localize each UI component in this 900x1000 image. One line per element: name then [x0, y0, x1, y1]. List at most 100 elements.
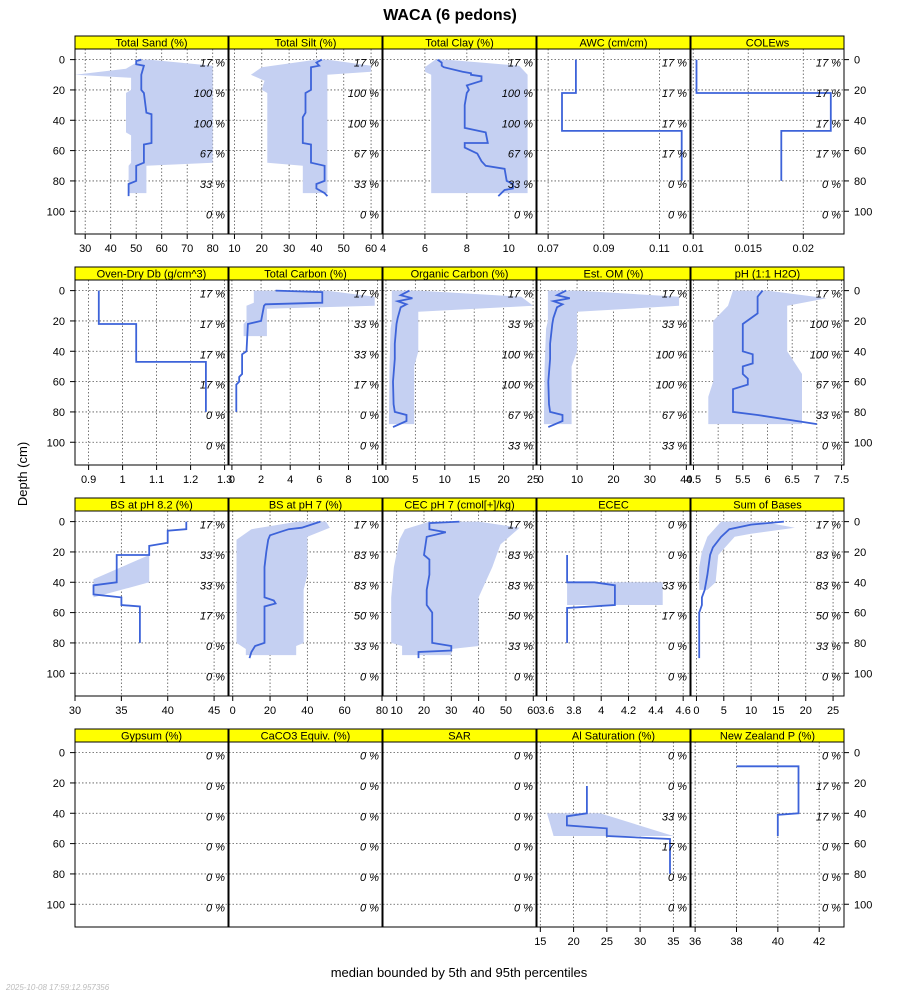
data-coverage-label: 17 % — [662, 58, 687, 70]
data-coverage-label: 83 % — [816, 580, 841, 592]
y-tick-label: 60 — [854, 377, 866, 389]
panel: ECEC 0 % 0 % 33 % 17 % 0 % 0 % 3.6 3.8 4 4.2 4.4 4.6 — [536, 497, 691, 717]
data-coverage-label: 17 % — [200, 319, 225, 331]
data-coverage-label: 17 % — [354, 58, 379, 70]
x-tick-label: 35 — [115, 705, 127, 717]
data-coverage-label: 33 % — [508, 179, 533, 191]
data-coverage-label: 17 % — [200, 520, 225, 532]
data-coverage-label: 0 % — [514, 751, 533, 763]
panel: Total Clay (%) 17 % 100 % 100 % 67 % 33 % 0 % 4… — [380, 35, 537, 255]
data-coverage-label: 0 % — [360, 902, 379, 914]
x-tick-label: 5.5 — [735, 474, 750, 486]
x-tick-label: 20 — [498, 474, 510, 486]
data-coverage-label: 33 % — [200, 179, 225, 191]
data-coverage-label: 67 % — [816, 380, 841, 392]
chart-title: WACA (6 pedons) — [383, 7, 517, 24]
strip-label: New Zealand P (%) — [720, 731, 815, 743]
panel-border — [228, 279, 383, 466]
strip-label: CEC pH 7 (cmol[+]/kg) — [404, 500, 514, 512]
x-tick-label: 25 — [601, 936, 613, 948]
panel-border — [74, 279, 229, 466]
y-tick-label: 0 — [854, 517, 860, 529]
strip-label: pH (1:1 H2O) — [735, 269, 800, 281]
y-tick-label: 100 — [47, 437, 65, 449]
x-tick-label: 50 — [500, 705, 512, 717]
data-coverage-label: 0 % — [668, 520, 687, 532]
panel-border — [690, 741, 845, 928]
data-coverage-label: 0 % — [668, 641, 687, 653]
x-tick-label: 20 — [800, 705, 812, 717]
strip-label: Oven-Dry Db (g/cm^3) — [97, 269, 207, 281]
data-coverage-label: 100 % — [502, 88, 533, 100]
percentile-band — [699, 521, 795, 590]
median-line — [97, 290, 207, 412]
x-tick-label: 6 — [316, 474, 322, 486]
panel: BS at pH 7 (%) 17 % 83 % 83 % 50 % 33 % 0 % 0 20… — [228, 497, 388, 717]
x-tick-label: 30 — [634, 936, 646, 948]
panel: pH (1:1 H2O) 17 % 100 % 100 % 67 % 33 % 0 % 4.5… — [686, 266, 872, 486]
panel: Oven-Dry Db (g/cm^3) 17 % 17 % 17 % 17 % 0 % 0… — [47, 266, 232, 486]
y-tick-label: 0 — [854, 748, 860, 760]
y-tick-label: 60 — [854, 146, 866, 158]
y-tick-label: 0 — [59, 748, 65, 760]
strip-label: SAR — [448, 731, 471, 743]
strip-label: Gypsum (%) — [121, 731, 182, 743]
median-line — [417, 520, 460, 659]
data-coverage-label: 0 % — [822, 902, 841, 914]
strip-label: BS at pH 8.2 (%) — [110, 500, 193, 512]
data-coverage-label: 0 % — [822, 842, 841, 854]
y-tick-label: 40 — [854, 577, 866, 589]
strip-label: Al Saturation (%) — [572, 731, 655, 743]
data-coverage-label: 100 % — [810, 349, 841, 361]
x-tick-label: 0.015 — [734, 243, 762, 255]
x-tick-label: 30 — [79, 243, 91, 255]
data-coverage-label: 0 % — [360, 842, 379, 854]
data-coverage-label: 17 % — [662, 611, 687, 623]
data-coverage-label: 0 % — [514, 209, 533, 221]
x-tick-label: 50 — [338, 243, 350, 255]
x-tick-label: 4 — [598, 705, 604, 717]
data-coverage-label: 17 % — [816, 58, 841, 70]
data-coverage-label: 67 % — [662, 410, 687, 422]
y-tick-label: 20 — [53, 547, 65, 559]
panel-grid: Total Sand (%)17 %100 %100 %67 %33 %0 %3… — [47, 35, 872, 948]
panel: Est. OM (%) 17 % 33 % 100 % 100 % 67 % 33 % 0 10… — [536, 266, 692, 486]
x-tick-label: 8 — [345, 474, 351, 486]
y-tick-label: 80 — [53, 869, 65, 881]
data-coverage-label: 17 % — [508, 58, 533, 70]
data-coverage-label: 33 % — [662, 319, 687, 331]
y-tick-label: 60 — [854, 839, 866, 851]
x-tick-label: 5 — [412, 474, 418, 486]
data-coverage-label: 33 % — [508, 440, 533, 452]
data-coverage-label: 0 % — [668, 751, 687, 763]
panel: New Zealand P (%) 0 % 17 % 17 % 0 % 0 % 0 % 36 3… — [689, 728, 872, 948]
data-coverage-label: 100 % — [656, 349, 687, 361]
x-tick-label: 80 — [376, 705, 388, 717]
x-tick-label: 0.09 — [593, 243, 614, 255]
panel: Organic Carbon (%) 17 % 33 % 100 % 100 % 67 %… — [382, 266, 539, 486]
x-tick-label: 0 — [230, 705, 236, 717]
data-coverage-label: 17 % — [200, 289, 225, 301]
y-tick-label: 40 — [53, 346, 65, 358]
data-coverage-label: 33 % — [508, 641, 533, 653]
median-line — [235, 289, 324, 412]
x-tick-label: 0.9 — [81, 474, 96, 486]
y-tick-label: 20 — [854, 85, 866, 97]
x-tick-label: 10 — [745, 705, 757, 717]
y-tick-label: 0 — [59, 55, 65, 67]
panel-border — [536, 741, 691, 928]
x-tick-label: 8 — [464, 243, 470, 255]
panel-border — [536, 510, 691, 697]
median-line — [248, 520, 321, 659]
panel: Al Saturation (%) 0 % 0 % 33 % 17 % 0 % 0 % 15 2… — [534, 728, 691, 948]
data-coverage-label: 17 % — [816, 118, 841, 130]
data-coverage-label: 33 % — [508, 319, 533, 331]
data-coverage-label: 0 % — [514, 671, 533, 683]
data-coverage-label: 83 % — [508, 550, 533, 562]
panel-border — [228, 510, 383, 697]
data-coverage-label: 50 % — [354, 611, 379, 623]
data-coverage-label: 67 % — [508, 149, 533, 161]
y-tick-label: 40 — [854, 808, 866, 820]
data-coverage-label: 0 % — [206, 811, 225, 823]
x-tick-label: 7.5 — [834, 474, 849, 486]
